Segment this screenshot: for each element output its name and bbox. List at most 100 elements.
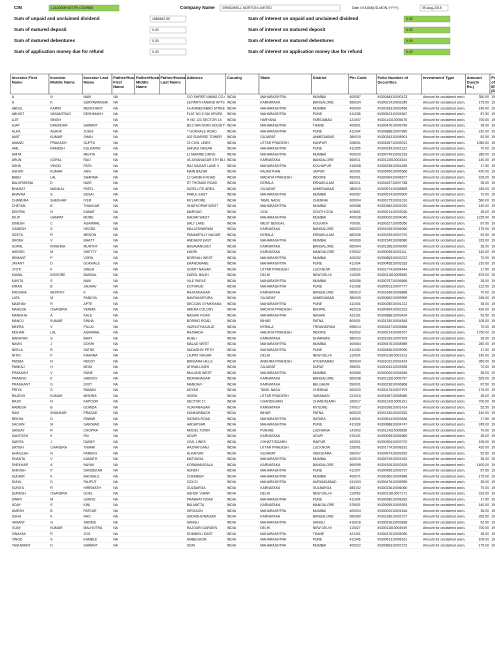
cell: INDIA: [227, 175, 237, 179]
cell: 585102: [349, 486, 360, 490]
cell: NA: [113, 451, 118, 455]
cell: 380015: [349, 187, 360, 191]
cell: INDIA: [227, 101, 237, 105]
cell: 19-Sep-2015: [491, 543, 495, 547]
cell: 19-Sep-2015: [491, 273, 495, 277]
cell: 19-Sep-2015: [491, 216, 495, 220]
summary-value: 0.00: [152, 28, 159, 32]
cell: IN30018310003456: [377, 106, 407, 110]
cell: MAHARASHTRA: [260, 417, 287, 421]
cell: NA: [113, 382, 118, 386]
cell: IN30023910001122: [377, 147, 407, 151]
cell: DHARWAD: [313, 336, 331, 340]
cell: NA: [113, 216, 118, 220]
cell: INDIA: [227, 451, 237, 455]
cell: KAPOOR: [83, 400, 98, 404]
cell: HIREMATH: [83, 486, 101, 490]
date-label: Date Of AGM(DD-MON-YYYY): [352, 6, 399, 10]
cell: IN30011810004949: [377, 526, 407, 530]
cell: 400064: [349, 342, 360, 346]
cell: INDIA: [227, 129, 237, 133]
cell: HAZRATGANJ: [187, 446, 210, 450]
cell: 35.00: [481, 279, 490, 283]
cell: 35.00: [481, 302, 490, 306]
cell: 19-Sep-2015: [491, 244, 495, 248]
cell: 411004: [349, 262, 360, 266]
cell: INDIA: [227, 503, 237, 507]
cell: NA: [113, 175, 118, 179]
cell: AGRAWAL: [83, 331, 100, 335]
cell: NA: [113, 95, 118, 99]
cell: INDIA: [227, 158, 237, 162]
cell: 140.00: [479, 503, 489, 507]
cell: 245.00: [479, 296, 489, 300]
cell: SHEKHAR: [12, 463, 29, 467]
cell: 19-Sep-2015: [491, 451, 495, 455]
cell: 19-Sep-2015: [491, 359, 495, 363]
cell: INDIA: [227, 308, 237, 312]
cell: INDIA: [227, 239, 237, 243]
cell: IN30098210009999: [377, 296, 407, 300]
cell: NA: [113, 112, 118, 116]
cell: 19-Sep-2015: [491, 129, 495, 133]
cell: GANPAT: [50, 216, 63, 220]
cell: BALKRISHNA: [12, 181, 34, 185]
summary-label: Sum of unpaid and unclaimed dividend: [14, 16, 100, 21]
cell: IN30047610008989: [377, 342, 407, 346]
cell: NA: [113, 405, 118, 409]
cell: NA: [113, 290, 118, 294]
cell: UTTAR PRADESH: [260, 394, 289, 398]
cell: GUJARAT: [260, 135, 276, 139]
cell: INDIA: [227, 480, 237, 484]
cell: 19-Sep-2015: [491, 474, 495, 478]
cell: LAJPAT NAGAR: [187, 354, 212, 358]
cell: BANGALORE: [313, 101, 335, 105]
cell: CHANDIGARH: [313, 400, 336, 404]
cell: 17.50: [481, 348, 490, 352]
cell: BANGALORE: [313, 227, 335, 231]
column-header: District: [313, 75, 327, 80]
cell: MENON: [83, 233, 96, 237]
cell: H NO 123 SECTOR 15: [187, 118, 222, 122]
cell: 208001: [349, 141, 360, 145]
cell: MAHARASHTRA: [260, 129, 287, 133]
cell: AMBEGAON: [187, 538, 207, 542]
cell: 35.00: [481, 181, 490, 185]
cell: RAJAJINAGAR: [187, 290, 211, 294]
cell: ADYAR: [187, 388, 199, 392]
cell: BANSAL: [83, 273, 96, 277]
cell: PATKAR: [83, 509, 97, 513]
cell: INDIA: [227, 147, 237, 151]
cell: NA: [113, 256, 118, 260]
cell: KERALA: [260, 181, 274, 185]
cell: 19-Sep-2015: [491, 204, 495, 208]
cell: INDIA: [227, 354, 237, 358]
cell: SURAT: [313, 365, 324, 369]
cell: HEMANT: [12, 256, 26, 260]
cell: GOPAL: [50, 158, 62, 162]
cell: 70.00: [481, 325, 490, 329]
cell: 411038: [349, 285, 360, 289]
cell: 19-Sep-2015: [491, 331, 495, 335]
cell: 105.00: [479, 175, 489, 179]
cell: GUJARAT: [260, 296, 276, 300]
cell: ABDUL: [12, 106, 23, 110]
cell: 800001: [349, 319, 360, 323]
cell: IN30133010002525: [377, 411, 407, 415]
summary-value: 0.00: [152, 50, 159, 54]
cell: NA: [113, 267, 118, 271]
cell: CHANDRA: [12, 198, 30, 202]
cell: PUNE: [313, 112, 323, 116]
cell: SHENOY: [83, 377, 98, 381]
cell: SATARA: [313, 417, 327, 421]
cell: HEGDE: [83, 227, 96, 231]
cell: PUNE: [313, 497, 323, 501]
cell: NA: [113, 152, 118, 156]
cell: 575001: [349, 503, 360, 507]
cell: IN30023610006868: [377, 382, 407, 386]
cell: UDUPI: [313, 434, 324, 438]
cell: 19-Sep-2015: [491, 400, 495, 404]
cell: KARNATAKA: [260, 336, 281, 340]
cell: 400092: [349, 256, 360, 260]
cell: INDIA: [227, 377, 237, 381]
